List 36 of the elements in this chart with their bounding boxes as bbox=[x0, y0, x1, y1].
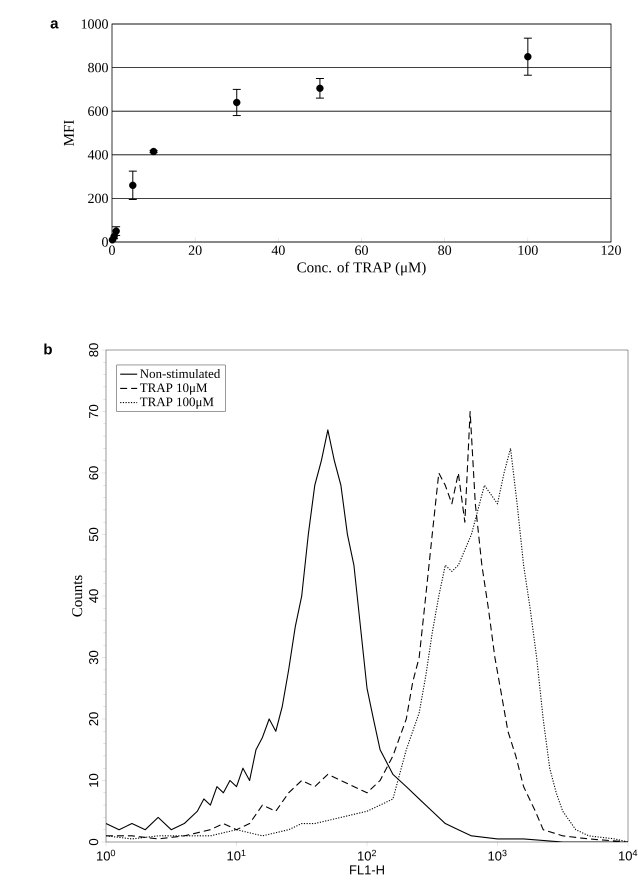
x-tick-label: 10$^{0}$ bbox=[97, 850, 116, 861]
y-axis-title: MFI bbox=[64, 120, 74, 146]
y-tick-label: 20 bbox=[89, 712, 98, 726]
x-tick-label: 10$^{2}$ bbox=[358, 850, 376, 861]
y-axis-title: Counts bbox=[72, 575, 82, 617]
y-tick-label: 10 bbox=[89, 774, 98, 787]
y-tick-label: 60 bbox=[89, 466, 98, 480]
legend-label: TRAP 10μM bbox=[140, 383, 208, 395]
y-tick-label: 800 bbox=[88, 62, 108, 72]
y-tick-label: 40 bbox=[89, 589, 98, 603]
x-tick-label: 80 bbox=[438, 246, 452, 255]
x-tick-label: 100 bbox=[518, 246, 538, 255]
x-tick-label: 0 bbox=[109, 246, 115, 255]
x-tick-label: 10$^{1}$ bbox=[228, 850, 246, 860]
legend-label: TRAP 100μM bbox=[140, 398, 214, 409]
y-tick-label: 70 bbox=[89, 404, 98, 418]
y-tick-label: 0 bbox=[89, 838, 98, 846]
chart-title: a bbox=[50, 20, 59, 28]
y-tick-label: 80 bbox=[89, 343, 98, 357]
chart-title: b bbox=[44, 344, 52, 354]
x-tick-label: 40 bbox=[272, 246, 285, 255]
x-tick-label: 10$^{4}$ bbox=[619, 850, 638, 860]
x-tick-label: 20 bbox=[188, 246, 202, 255]
y-tick-label: 600 bbox=[88, 106, 108, 116]
x-tick-label: 60 bbox=[355, 246, 368, 255]
y-tick-label: 0 bbox=[102, 237, 108, 247]
y-tick-label: 30 bbox=[89, 650, 98, 664]
y-tick-label: 50 bbox=[89, 528, 98, 542]
legend-label: Non-stimulated bbox=[140, 368, 220, 378]
x-axis-title: FL1-H bbox=[350, 865, 384, 874]
x-axis-title: Conc. of TRAP (μM) bbox=[297, 262, 426, 276]
y-tick-label: 400 bbox=[88, 150, 108, 160]
x-tick-label: 10$^{3}$ bbox=[488, 850, 507, 861]
y-tick-label: 1000 bbox=[82, 19, 108, 29]
x-tick-label: 120 bbox=[602, 246, 621, 255]
y-tick-label: 200 bbox=[88, 194, 108, 204]
